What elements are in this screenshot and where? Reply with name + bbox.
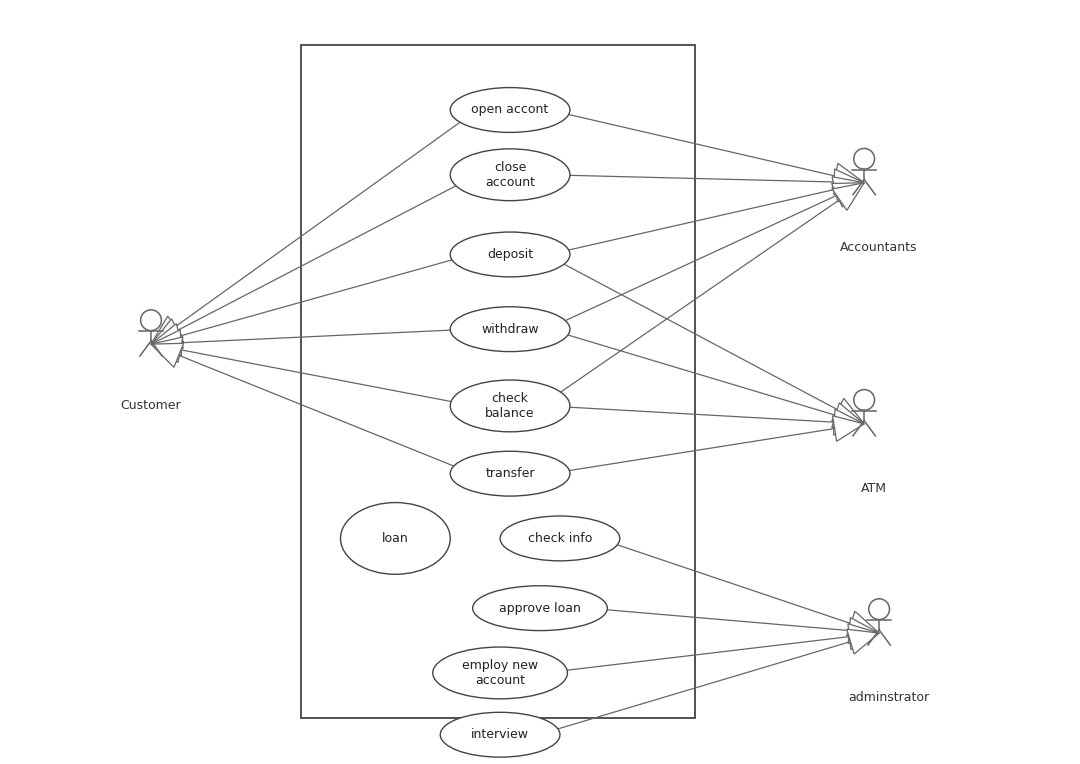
Polygon shape [151, 316, 183, 344]
Circle shape [868, 599, 890, 620]
Polygon shape [847, 611, 879, 636]
Text: employ new
account: employ new account [462, 659, 538, 687]
Polygon shape [847, 630, 879, 654]
Polygon shape [848, 617, 879, 643]
Polygon shape [834, 410, 864, 435]
Polygon shape [832, 183, 864, 207]
Text: deposit: deposit [487, 248, 534, 261]
Polygon shape [832, 176, 864, 202]
Circle shape [140, 310, 161, 331]
Polygon shape [151, 319, 184, 344]
Text: adminstrator: adminstrator [849, 691, 930, 704]
Polygon shape [151, 330, 181, 356]
Text: interview: interview [471, 728, 529, 741]
Polygon shape [848, 623, 879, 649]
Polygon shape [151, 343, 184, 367]
Ellipse shape [450, 232, 570, 277]
Text: approve loan: approve loan [499, 602, 581, 615]
Text: ATM: ATM [861, 481, 887, 494]
Polygon shape [832, 403, 864, 428]
Text: check
balance: check balance [485, 392, 535, 420]
Ellipse shape [441, 712, 559, 757]
Polygon shape [832, 398, 864, 424]
Circle shape [854, 390, 875, 410]
Bar [300, 45, 694, 717]
Ellipse shape [473, 586, 607, 630]
Polygon shape [833, 183, 864, 210]
Ellipse shape [450, 149, 570, 201]
Ellipse shape [450, 307, 570, 351]
Circle shape [854, 148, 875, 169]
Text: check info: check info [528, 532, 592, 545]
Polygon shape [833, 416, 864, 442]
Text: Customer: Customer [121, 399, 181, 412]
Ellipse shape [450, 380, 570, 432]
Polygon shape [151, 337, 183, 362]
Polygon shape [832, 163, 864, 189]
Ellipse shape [340, 503, 450, 575]
Text: loan: loan [382, 532, 408, 545]
Text: Accountants: Accountants [840, 241, 918, 254]
Text: transfer: transfer [485, 467, 535, 480]
Polygon shape [834, 169, 864, 195]
Ellipse shape [500, 516, 620, 561]
Ellipse shape [433, 647, 567, 699]
Polygon shape [151, 324, 184, 348]
Text: withdraw: withdraw [482, 322, 539, 335]
Text: close
account: close account [485, 160, 535, 189]
Ellipse shape [450, 88, 570, 132]
Text: open accont: open accont [472, 103, 549, 116]
Ellipse shape [450, 452, 570, 496]
